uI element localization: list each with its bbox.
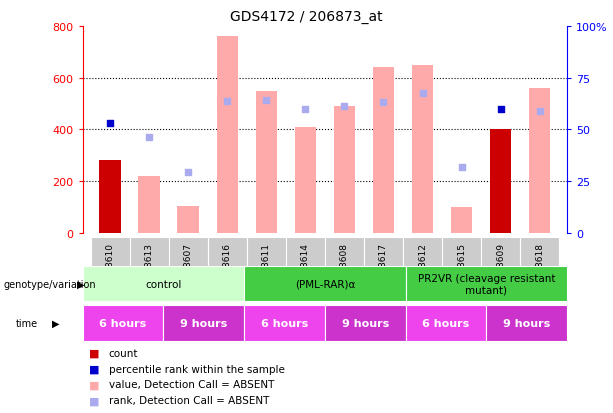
Bar: [486, 306, 567, 341]
Text: GSM538611: GSM538611: [262, 242, 271, 297]
Bar: [403, 237, 442, 301]
Bar: [247, 237, 286, 301]
Bar: [295, 128, 316, 233]
Text: GSM538613: GSM538613: [145, 242, 154, 297]
Bar: [244, 266, 406, 301]
Point: [496, 106, 506, 113]
Text: GSM538607: GSM538607: [184, 242, 192, 297]
Bar: [412, 66, 433, 233]
Bar: [129, 237, 169, 301]
Point: [340, 104, 349, 110]
Text: GSM538617: GSM538617: [379, 242, 388, 297]
Bar: [451, 207, 473, 233]
Text: GSM538608: GSM538608: [340, 242, 349, 297]
Point: [183, 169, 193, 176]
Text: GSM538609: GSM538609: [496, 242, 505, 297]
Point: [144, 135, 154, 141]
Text: 6 hours: 6 hours: [422, 318, 470, 328]
Bar: [406, 306, 486, 341]
Text: GSM538615: GSM538615: [457, 242, 466, 297]
Point: [417, 91, 427, 97]
Text: ▶: ▶: [77, 279, 85, 289]
Text: 9 hours: 9 hours: [503, 318, 550, 328]
Bar: [139, 177, 160, 233]
Text: (PML-RAR)α: (PML-RAR)α: [295, 279, 355, 289]
Bar: [325, 306, 406, 341]
Point: [379, 100, 389, 106]
Text: PR2VR (cleavage resistant
mutant): PR2VR (cleavage resistant mutant): [417, 273, 555, 295]
Bar: [364, 237, 403, 301]
Bar: [481, 237, 520, 301]
Point: [535, 109, 544, 115]
Text: count: count: [109, 348, 138, 358]
Bar: [286, 237, 325, 301]
Text: value, Detection Call = ABSENT: value, Detection Call = ABSENT: [109, 380, 274, 389]
Text: 9 hours: 9 hours: [180, 318, 227, 328]
Text: 6 hours: 6 hours: [261, 318, 308, 328]
Text: GSM538616: GSM538616: [223, 242, 232, 297]
Bar: [373, 68, 394, 233]
Bar: [333, 107, 355, 233]
Point: [457, 164, 466, 171]
Bar: [520, 237, 559, 301]
Bar: [325, 237, 364, 301]
Text: ■: ■: [89, 364, 99, 374]
Text: time: time: [15, 318, 37, 328]
Bar: [406, 266, 567, 301]
Text: ■: ■: [89, 348, 99, 358]
Bar: [99, 161, 121, 233]
Text: GSM538614: GSM538614: [301, 242, 310, 297]
Text: 6 hours: 6 hours: [99, 318, 147, 328]
Point: [300, 106, 310, 113]
Bar: [216, 37, 238, 233]
Text: genotype/variation: genotype/variation: [3, 279, 96, 289]
Text: GSM538612: GSM538612: [418, 242, 427, 297]
Text: GSM538618: GSM538618: [535, 242, 544, 297]
Text: percentile rank within the sample: percentile rank within the sample: [109, 364, 284, 374]
Text: ■: ■: [89, 380, 99, 389]
Bar: [169, 237, 208, 301]
Point: [105, 120, 115, 127]
Bar: [442, 237, 481, 301]
Bar: [529, 89, 550, 233]
Bar: [164, 306, 244, 341]
Text: ■: ■: [89, 395, 99, 405]
Bar: [83, 306, 164, 341]
Text: rank, Detection Call = ABSENT: rank, Detection Call = ABSENT: [109, 395, 269, 405]
Text: ▶: ▶: [52, 318, 59, 328]
Bar: [256, 91, 277, 233]
Text: GSM538610: GSM538610: [105, 242, 115, 297]
Bar: [490, 130, 511, 233]
Point: [261, 97, 271, 104]
Text: GDS4172 / 206873_at: GDS4172 / 206873_at: [230, 10, 383, 24]
Text: control: control: [145, 279, 181, 289]
Bar: [244, 306, 325, 341]
Bar: [83, 266, 244, 301]
Bar: [177, 206, 199, 233]
Bar: [208, 237, 247, 301]
Bar: [91, 237, 129, 301]
Point: [223, 98, 232, 105]
Text: 9 hours: 9 hours: [341, 318, 389, 328]
